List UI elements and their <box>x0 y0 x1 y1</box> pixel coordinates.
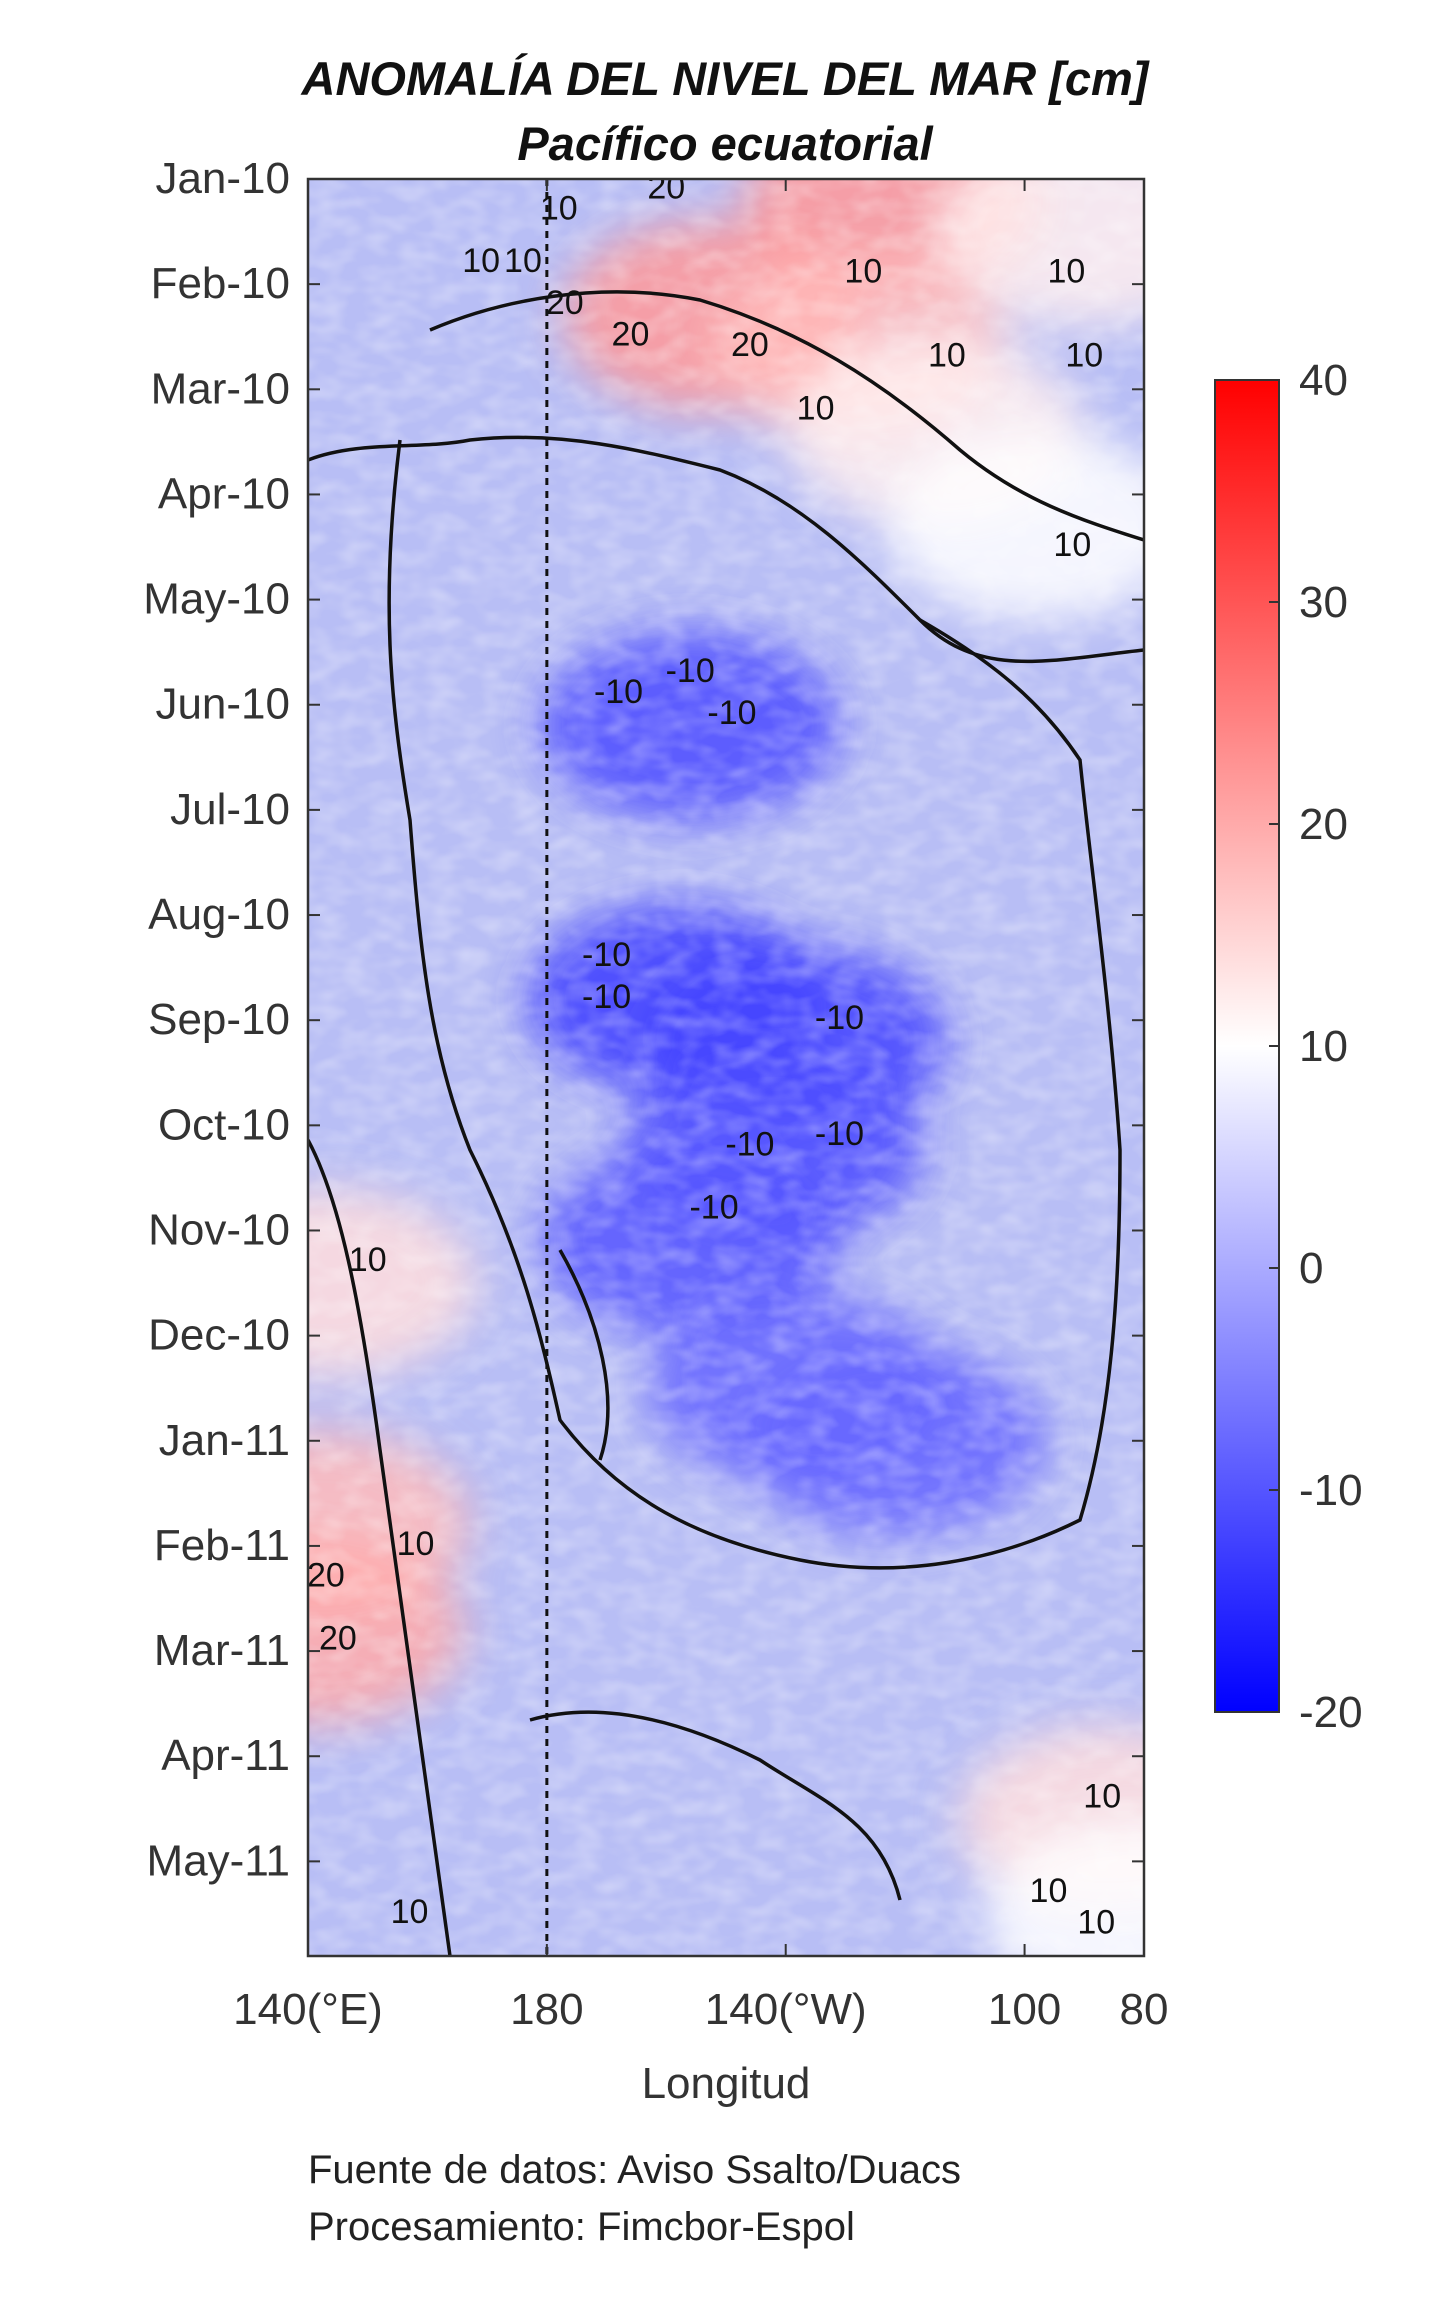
contour-label-2: 10 <box>462 242 500 280</box>
y-tick-label-5: Jun-10 <box>155 680 290 729</box>
contour-label-25: 20 <box>319 1620 357 1658</box>
contour-label-28: 10 <box>1077 1903 1115 1941</box>
plot-frame <box>306 177 1146 1958</box>
contour-line-0 <box>308 435 1144 664</box>
contour-label-13: -10 <box>594 673 643 711</box>
contour-label-21: -10 <box>689 1188 738 1226</box>
contour-label-11: 10 <box>797 389 835 427</box>
x-tick-label-2: 140(°W) <box>705 1985 867 2034</box>
contour-label-3: 10 <box>504 242 542 280</box>
contour-label-6: 20 <box>731 326 769 364</box>
y-tick-label-13: Feb-11 <box>154 1521 290 1570</box>
colorbar-ticks: 40 30 20 10 0 -10 -20 <box>1269 356 1363 1737</box>
y-axis: Jan-10 Feb-10 Mar-10 Apr-10 May-10 Jun-10 Jul-… <box>143 154 1144 1885</box>
contour-label-27: 10 <box>1030 1872 1068 1910</box>
field-speckle <box>308 179 1144 1956</box>
contour-label-19: -10 <box>725 1125 774 1163</box>
y-tick-label-9: Oct-10 <box>158 1100 290 1149</box>
contour-line-5 <box>308 1139 452 1956</box>
x-tick-label-0: 140(°E) <box>233 1985 383 2034</box>
contour-label-9: 10 <box>928 337 966 375</box>
colorbar-tick-label-4: 0 <box>1299 1244 1323 1293</box>
contour-lines <box>308 290 1144 1956</box>
x-axis-label: Longitud <box>642 2059 811 2108</box>
y-tick-label-7: Aug-10 <box>148 890 290 939</box>
contour-label-24: 20 <box>307 1556 345 1594</box>
contour-label-0: 20 <box>647 168 685 206</box>
x-tick-label-3: 100 <box>988 1985 1061 2034</box>
y-tick-label-8: Sep-10 <box>148 995 290 1044</box>
footer-processing: Procesamiento: Fimcbor-Espol <box>308 2205 855 2249</box>
colorbar-gradient <box>1214 379 1280 1713</box>
contour-label-17: -10 <box>582 978 631 1016</box>
y-tick-label-12: Jan-11 <box>159 1416 290 1465</box>
y-tick-label-16: May-11 <box>147 1836 290 1885</box>
contour-label-18: -10 <box>815 999 864 1037</box>
x-tick-label-1: 180 <box>510 1985 583 2034</box>
contour-label-22: 10 <box>349 1241 387 1279</box>
chart-title: ANOMALÍA DEL NIVEL DEL MAR [cm] <box>301 52 1150 105</box>
contour-label-20: -10 <box>815 1115 864 1153</box>
x-axis: 140(°E) 180 140(°W) 100 80 <box>233 179 1168 2034</box>
contour-line-3 <box>529 1710 902 1901</box>
colorbar-tick-label-6: -20 <box>1299 1688 1363 1737</box>
contour-label-26: 10 <box>391 1893 429 1931</box>
y-tick-label-15: Apr-11 <box>161 1731 290 1780</box>
contour-label-7: 10 <box>844 253 882 291</box>
contour-label-23: 10 <box>397 1525 435 1563</box>
y-tick-label-11: Dec-10 <box>148 1311 290 1360</box>
y-tick-label-1: Feb-10 <box>151 259 290 308</box>
colorbar: 40 30 20 10 0 -10 -20 <box>1214 356 1363 1737</box>
y-tick-label-2: Mar-10 <box>151 364 290 413</box>
x-tick-label-4: 80 <box>1120 1985 1169 2034</box>
y-tick-label-3: Apr-10 <box>158 469 290 518</box>
contour-line-4 <box>429 290 1144 542</box>
contour-label-14: -10 <box>666 652 715 690</box>
colorbar-tick-label-5: -10 <box>1299 1466 1363 1515</box>
colorbar-tick-label-1: 30 <box>1299 578 1348 627</box>
y-tick-label-0: Jan-10 <box>155 154 290 203</box>
y-tick-label-10: Nov-10 <box>148 1205 290 1254</box>
y-tick-label-6: Jul-10 <box>170 785 290 834</box>
contour-line-2 <box>558 1249 610 1461</box>
y-tick-label-4: May-10 <box>143 575 290 624</box>
contour-label-10: 10 <box>1065 337 1103 375</box>
contour-line-1 <box>387 439 1122 1570</box>
contour-label-5: 20 <box>612 316 650 354</box>
y-tick-label-14: Mar-11 <box>154 1626 290 1675</box>
chart-subtitle: Pacífico ecuatorial <box>517 117 933 170</box>
contour-label-8: 10 <box>1047 253 1085 291</box>
colorbar-tick-label-3: 10 <box>1299 1022 1348 1071</box>
contour-label-29: 10 <box>1083 1777 1121 1815</box>
contour-label-12: 10 <box>1053 526 1091 564</box>
contour-label-15: -10 <box>707 694 756 732</box>
contour-label-16: -10 <box>582 936 631 974</box>
footer-source: Fuente de datos: Aviso Ssalto/Duacs <box>308 2148 961 2192</box>
colorbar-tick-label-2: 20 <box>1299 800 1348 849</box>
contour-label-4: 20 <box>546 284 584 322</box>
colorbar-tick-label-0: 40 <box>1299 356 1348 405</box>
